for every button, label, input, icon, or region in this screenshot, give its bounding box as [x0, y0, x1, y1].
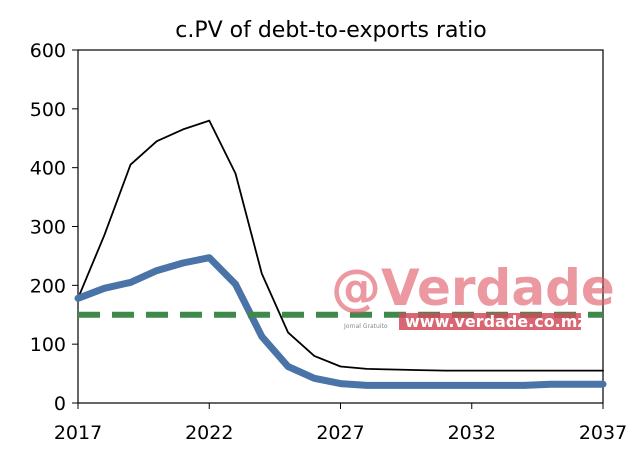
watermark: @Verdade www.verdade.co.mz Jornal Gratui… [331, 259, 615, 331]
series-line-1 [77, 119, 604, 372]
x-tick-label: 2037 [579, 422, 627, 444]
y-axis: 0 100 200 300 400 500 600 [30, 40, 78, 415]
x-axis: 2017 2022 2027 2032 2037 [54, 403, 627, 444]
x-tick-label: 2027 [316, 422, 364, 444]
x-tick-label: 2017 [54, 422, 102, 444]
y-tick-label: 600 [30, 40, 66, 62]
series-layer [74, 119, 607, 389]
watermark-url: www.verdade.co.mz [405, 312, 587, 331]
series-line-2 [74, 254, 607, 389]
watermark-brand: @Verdade [331, 259, 615, 317]
watermark-url-band [399, 313, 581, 330]
watermark-tagline: Jornal Gratuito [343, 323, 388, 330]
x-tick-label: 2022 [185, 422, 233, 444]
plot-area [77, 49, 604, 404]
y-tick-label: 100 [30, 334, 66, 356]
y-tick-label: 200 [30, 275, 66, 297]
y-tick-label: 500 [30, 99, 66, 121]
x-tick-label: 2032 [448, 422, 496, 444]
y-tick-label: 300 [30, 217, 66, 239]
y-tick-label: 0 [54, 393, 66, 415]
y-tick-label: 400 [30, 158, 66, 180]
chart-title: c.PV of debt-to-exports ratio [175, 18, 487, 43]
